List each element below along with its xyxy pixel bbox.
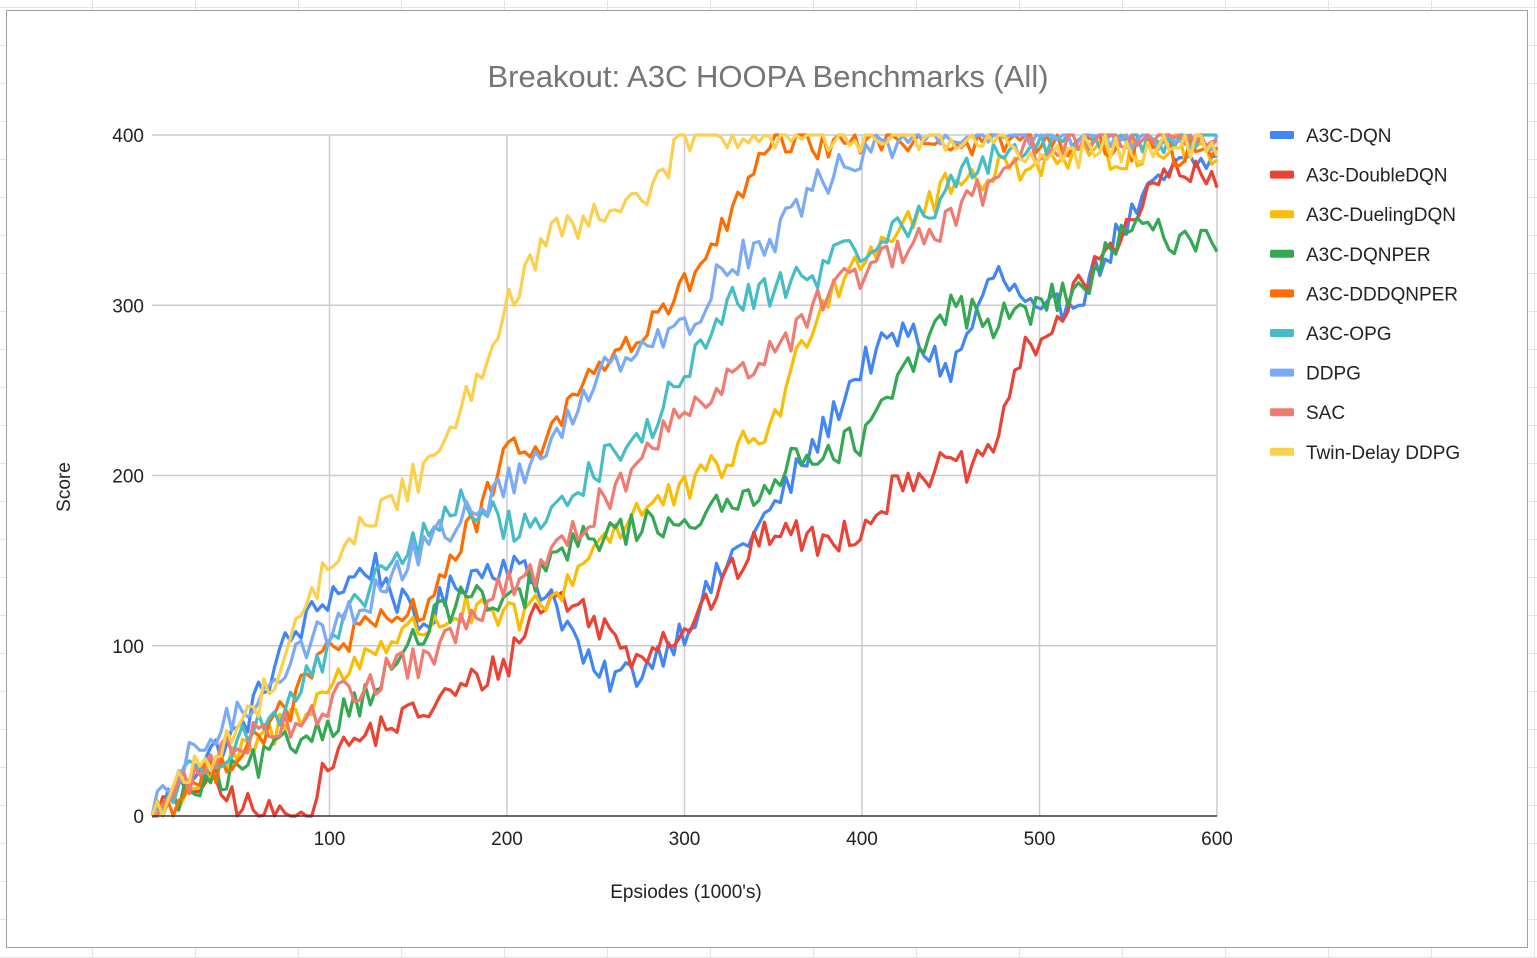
legend-label: Twin-Delay DDPG: [1306, 443, 1460, 464]
legend-swatch: [1270, 289, 1294, 298]
y-tick-label: 100: [112, 637, 144, 658]
x-tick-label: 400: [846, 829, 878, 850]
series-line-0: [150, 154, 1218, 817]
legend-swatch: [1270, 249, 1294, 258]
legend-label: DDPG: [1306, 364, 1361, 385]
legend-label: A3C-DDDQNPER: [1306, 284, 1458, 305]
series-lines: [150, 133, 1219, 818]
series-line-2: [151, 133, 1219, 818]
y-tick-label: 0: [133, 807, 144, 828]
legend-swatch: [1270, 329, 1294, 337]
series-line-8: [150, 133, 1219, 818]
x-tick-label: 300: [669, 829, 701, 850]
series-line-6: [150, 133, 1219, 817]
y-tick-label: 200: [112, 467, 144, 488]
legend-swatch: [1270, 170, 1294, 179]
y-tick-label: 300: [112, 296, 144, 317]
legend-swatch: [1270, 408, 1294, 417]
chart-title: Breakout: A3C HOOPA Benchmarks (All): [487, 59, 1048, 94]
legend: A3C-DQN A3c-DoubleDQN A3C-DuelingDQN A3C-DQ…: [1270, 126, 1460, 464]
series-line-3: [150, 216, 1219, 818]
x-tick-label: 600: [1201, 829, 1233, 850]
legend-label: A3C-OPG: [1306, 324, 1392, 345]
legend-label: SAC: [1306, 403, 1345, 424]
axes: 0 100 200 300 400 100 200 300 400 500 600: [112, 126, 1233, 850]
legend-label: A3C-DQN: [1306, 126, 1392, 147]
chart-frame[interactable]: [6, 10, 1528, 948]
legend-swatch: [1270, 368, 1294, 377]
y-tick-label: 400: [112, 126, 144, 147]
y-axis-title: Score: [54, 462, 75, 512]
x-tick-label: 100: [314, 829, 346, 850]
legend-swatch: [1270, 131, 1294, 139]
x-axis-title: Epsiodes (1000's): [610, 882, 762, 903]
legend-label: A3C-DuelingDQN: [1306, 205, 1456, 226]
series-line-1: [152, 157, 1219, 818]
legend-swatch: [1270, 447, 1294, 456]
x-tick-label: 500: [1024, 829, 1056, 850]
legend-swatch: [1270, 210, 1294, 219]
x-tick-label: 200: [491, 829, 523, 850]
legend-label: A3c-DoubleDQN: [1306, 166, 1448, 187]
legend-label: A3C-DQNPER: [1306, 245, 1431, 266]
